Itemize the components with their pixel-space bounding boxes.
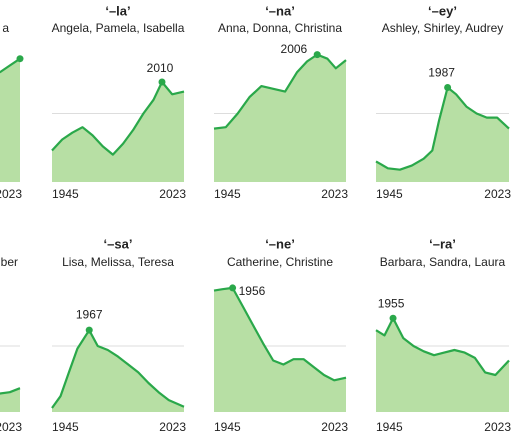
area-fill <box>0 388 20 412</box>
panel-subtitle: Ashley, Shirley, Audrey <box>382 21 504 35</box>
area-line <box>375 317 510 377</box>
peak-dot <box>313 51 321 59</box>
area-fill <box>376 87 509 182</box>
peak-label: 1956 <box>239 284 266 298</box>
area-line <box>51 329 185 409</box>
peak-dot <box>389 314 397 322</box>
x-tick-label: 2023 <box>484 187 511 201</box>
area-fill <box>0 58 20 182</box>
x-tick-label: 2023 <box>321 187 348 201</box>
peak-dot <box>229 284 237 292</box>
x-tick-label: 1945 <box>52 420 79 434</box>
panel-title: ‘–sa’ <box>104 236 133 251</box>
panel-title: ‘–ra’ <box>429 236 456 251</box>
area-fill <box>214 54 346 182</box>
peak-dot <box>444 83 452 91</box>
panel-subtitle: Catherine, Christine <box>227 255 333 269</box>
x-tick-label: 2023 <box>484 420 511 434</box>
area-line <box>375 86 510 171</box>
x-tick-label: 2023 <box>321 420 348 434</box>
area-line <box>213 53 347 130</box>
peak-label: 2010 <box>147 61 174 75</box>
area-fill <box>376 318 509 412</box>
x-tick-label: 2023 <box>0 187 22 201</box>
x-tick-label: 2023 <box>159 187 186 201</box>
panel-title: ‘–ey’ <box>428 3 457 18</box>
panel-subtitle: ber <box>1 255 18 269</box>
x-tick-label: 2023 <box>159 420 186 434</box>
peak-label: 1967 <box>76 307 103 321</box>
x-tick-label: 1945 <box>376 420 403 434</box>
area-fill <box>214 287 346 412</box>
peak-dot <box>158 78 166 86</box>
area-line <box>0 387 21 395</box>
peak-dot <box>85 326 93 334</box>
panel-subtitle: Barbara, Sandra, Laura <box>380 255 506 269</box>
panel-subtitle: Anna, Donna, Christina <box>218 21 342 35</box>
panel-title: ‘–na’ <box>265 3 295 18</box>
area-fill <box>52 330 184 412</box>
peak-label: 2006 <box>281 42 308 56</box>
x-tick-label: 1945 <box>214 187 241 201</box>
end-dot <box>16 55 24 63</box>
panel-title: ‘–la’ <box>105 3 130 18</box>
x-tick-label: 1945 <box>376 187 403 201</box>
peak-label: 1987 <box>428 66 455 80</box>
panel-subtitle: Lisa, Melissa, Teresa <box>62 255 174 269</box>
x-tick-label: 2023 <box>0 420 22 434</box>
panel-title: ‘–ne’ <box>265 236 295 251</box>
peak-label: 1955 <box>378 296 405 310</box>
area-line <box>0 57 21 74</box>
panel-subtitle: a <box>2 21 9 35</box>
x-tick-label: 1945 <box>52 187 79 201</box>
area-fill <box>52 82 184 182</box>
panel-subtitle: Angela, Pamela, Isabella <box>52 21 185 35</box>
x-tick-label: 1945 <box>214 420 241 434</box>
